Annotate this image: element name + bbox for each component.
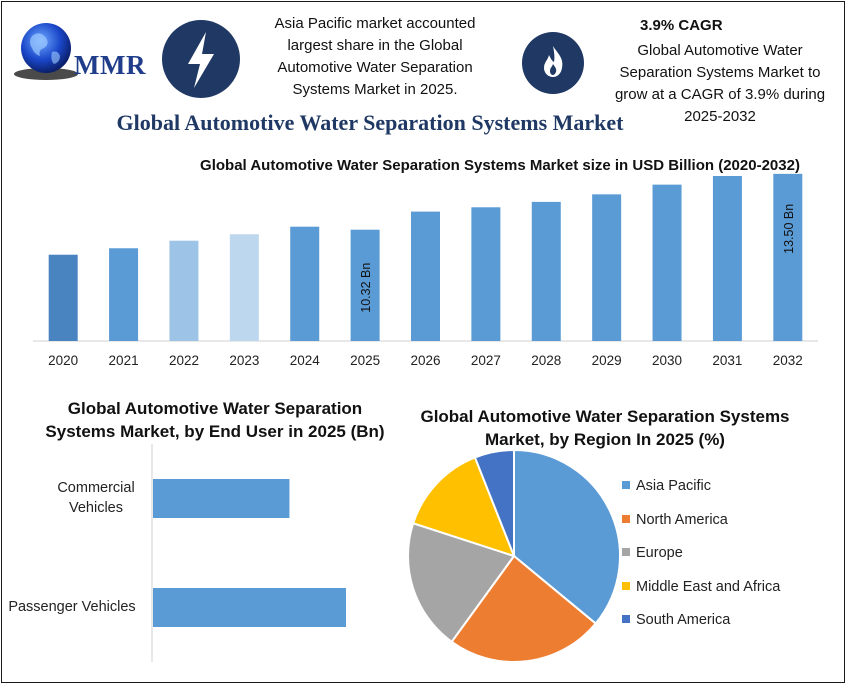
enduser-label-line: Passenger Vehicles [8, 599, 136, 615]
x-tick-label: 2027 [471, 353, 501, 368]
globe-icon [14, 23, 78, 80]
x-tick-label: 2032 [773, 353, 803, 368]
legend-item-middle-east-africa: Middle East and Africa [622, 577, 780, 597]
fact-right-line: grow at a CAGR of 3.9% during [614, 86, 826, 103]
pie-slice-north-america [450, 554, 598, 663]
fact-right: Global Automotive Water Separation Syste… [600, 40, 840, 128]
bar-commercial-vehicles [153, 479, 290, 518]
legend-item-south-america: South America [622, 610, 730, 630]
bar-2024 [290, 226, 320, 341]
bar-2031 [712, 176, 742, 341]
enduser-label-line: Commercial [57, 480, 135, 496]
x-tick-label: 2024 [290, 353, 321, 368]
bar-2029 [592, 194, 622, 341]
fact-left-line: largest share in the Global [287, 37, 463, 54]
main-title: Global Automotive Water Separation Syste… [116, 110, 624, 135]
pie-slice-asia-pacific [513, 448, 621, 625]
x-tick-label: 2025 [350, 353, 380, 368]
x-tick-label: 2021 [109, 353, 139, 368]
data-label-2032: 13.50 Bn [782, 204, 796, 254]
x-tick-label: 2028 [531, 353, 561, 368]
cagr-title: 3.9% CAGR [640, 17, 723, 34]
legend-swatch [622, 481, 630, 490]
fact-left-line: Asia Pacific market accounted [274, 15, 476, 32]
fact-left-line: Automotive Water Separation [277, 59, 473, 76]
bar-2028 [531, 201, 561, 341]
legend-label: North America [636, 512, 728, 528]
bar-2032 [773, 173, 803, 341]
x-tick-label: 2030 [652, 353, 682, 368]
legend-item-north-america: North America [622, 510, 728, 530]
bar-passenger-vehicles [153, 588, 346, 627]
bar-2025 [350, 229, 380, 341]
x-tick-label: 2031 [712, 353, 742, 368]
legend-swatch [622, 582, 630, 591]
lightning-icon [162, 20, 240, 98]
enduser-chart-title: Global Automotive Water Separation Syste… [45, 399, 385, 441]
legend-label: Asia Pacific [636, 478, 711, 494]
data-label-2025: 10.32 Bn [359, 263, 373, 313]
fact-right-line: 2025-2032 [684, 108, 756, 125]
pie-chart [407, 448, 621, 663]
bar-2020 [48, 254, 78, 341]
enduser-label-passenger: Passenger Vehicles [2, 597, 142, 617]
bar-chart-title: Global Automotive Water Separation Syste… [200, 157, 800, 174]
pie-slice-south-america [473, 448, 515, 557]
bar-2030 [652, 184, 682, 341]
legend-label: Middle East and Africa [636, 579, 781, 595]
bar-2021 [109, 248, 139, 341]
logo-text: MMR [74, 50, 146, 80]
x-tick-label: 2026 [410, 353, 440, 368]
legend-swatch [622, 615, 630, 624]
legend-item-europe: Europe [622, 543, 683, 563]
pie-slice-middle-east-and-africa [411, 456, 516, 558]
fact-left-line: Systems Market in 2025. [292, 81, 458, 98]
fact-right-line: Global Automotive Water [637, 42, 803, 59]
enduser-chart [151, 444, 346, 662]
x-tick-label: 2023 [229, 353, 259, 368]
enduser-label-commercial: Commercial Vehicles [40, 478, 152, 518]
legend-swatch [622, 548, 630, 557]
bar-2023 [229, 234, 259, 341]
pie-slice-europe [407, 521, 516, 644]
legend-label: Europe [636, 545, 683, 561]
legend-label: South America [636, 612, 731, 628]
region-chart-title: Global Automotive Water Separation Syste… [420, 407, 790, 449]
legend-swatch [622, 515, 630, 524]
x-tick-label: 2029 [592, 353, 622, 368]
bar-chart: 2020 2021 2022 2023 2024 2025 10.32 Bn 2026 2027… [33, 173, 818, 368]
bar-2022 [169, 240, 199, 341]
fact-right-line: Separation Systems Market to [619, 64, 821, 81]
flame-icon [522, 32, 584, 94]
bar-2027 [471, 207, 501, 341]
x-tick-label: 2022 [169, 353, 199, 368]
enduser-label-line: Vehicles [68, 500, 123, 516]
legend-item-asia-pacific: Asia Pacific [622, 476, 711, 496]
x-tick-label: 2020 [48, 353, 78, 368]
fact-left: Asia Pacific market accounted largest sh… [250, 13, 500, 101]
bar-2026 [411, 211, 440, 341]
